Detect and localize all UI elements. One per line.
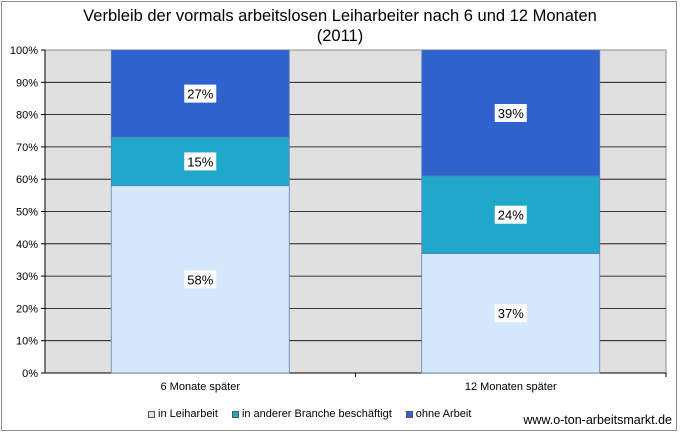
y-tick-label: 100%: [10, 45, 38, 57]
y-tick-label: 90%: [16, 77, 38, 89]
x-tick-label: 12 Monaten später: [465, 381, 557, 393]
y-tick-label: 80%: [16, 110, 38, 122]
y-tick-label: 10%: [16, 336, 38, 348]
data-label-box: [184, 152, 217, 171]
legend-label-ohne-arbeit: ohne Arbeit: [415, 408, 472, 420]
y-tick-label: 40%: [16, 239, 38, 251]
data-label: 15%: [187, 154, 213, 169]
data-label-box: [494, 304, 527, 323]
y-tick-label: 50%: [16, 207, 38, 219]
y-tick-label: 70%: [16, 142, 38, 154]
y-tick-label: 20%: [16, 303, 38, 315]
data-label: 58%: [187, 272, 213, 287]
data-label-box: [494, 103, 527, 122]
legend: in Leiharbeit in anderer Branche beschäf…: [148, 408, 485, 420]
data-label: 37%: [498, 306, 524, 321]
legend-item-andere-branche: in anderer Branche beschäftigt: [231, 408, 392, 420]
legend-item-ohne-arbeit: ohne Arbeit: [405, 408, 472, 420]
source-url: www.o-ton-arbeitsmarkt.de: [523, 413, 672, 427]
chart-title-line1: Verbleib der vormals arbeitslosen Leihar…: [83, 7, 597, 25]
y-tick-label: 60%: [16, 174, 38, 186]
data-label: 39%: [498, 106, 524, 121]
data-label-box: [184, 84, 217, 103]
legend-swatch-ohne-arbeit: [405, 410, 413, 418]
chart-title-line2: (2011): [316, 27, 364, 45]
legend-item-leiharbeit: in Leiharbeit: [148, 408, 218, 420]
chart-title: Verbleib der vormals arbeitslosen Leihar…: [0, 6, 680, 46]
legend-swatch-leiharbeit: [148, 410, 155, 418]
x-tick-label: 6 Monate später: [161, 381, 241, 393]
data-label-box: [494, 205, 527, 224]
data-label: 27%: [187, 87, 213, 102]
legend-label-andere-branche: in anderer Branche beschäftigt: [241, 408, 392, 420]
legend-swatch-andere-branche: [231, 410, 239, 418]
data-label-box: [184, 270, 217, 289]
y-tick-label: 0%: [22, 368, 38, 380]
y-tick-label: 30%: [16, 271, 38, 283]
data-label: 24%: [498, 208, 524, 223]
legend-label-leiharbeit: in Leiharbeit: [158, 408, 218, 420]
